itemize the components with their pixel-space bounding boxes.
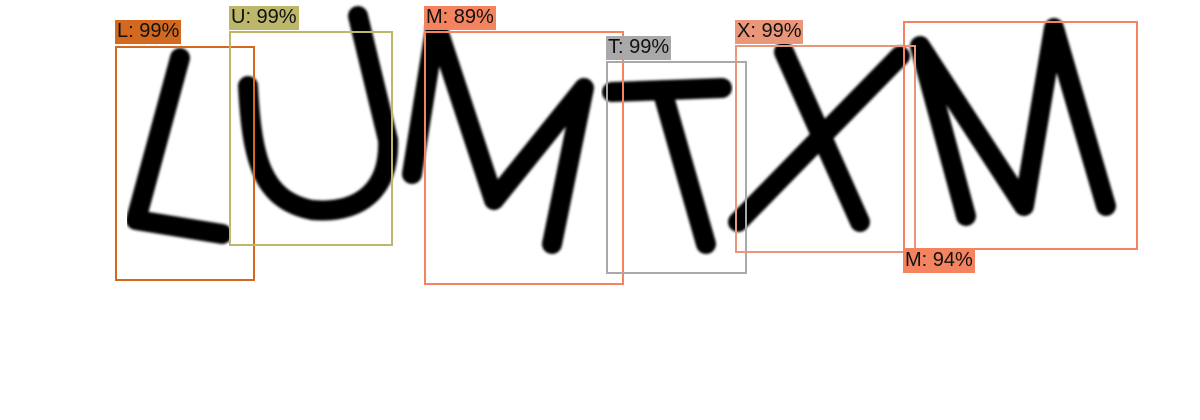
bounding-box-x-5 (735, 45, 916, 253)
bounding-box-t-4 (606, 61, 747, 274)
bounding-box-m-6 (903, 21, 1138, 250)
handwritten-letter-X (728, 42, 910, 232)
handwritten-letter-M-first (402, 14, 594, 254)
bounding-box-u-2 (229, 31, 393, 246)
handwritten-letter-T (602, 78, 732, 254)
detection-label-l-1: L: 99% (115, 20, 182, 44)
detection-label-m-3: M: 89% (424, 6, 496, 30)
detection-label-t-4: T: 99% (606, 36, 672, 60)
detection-label-x-5: X: 99% (735, 20, 804, 44)
handwritten-letter-L (126, 48, 232, 244)
bounding-box-m-3 (424, 31, 624, 285)
handwritten-letter-M-second (910, 18, 1116, 226)
detection-label-m-6: M: 94% (903, 249, 975, 273)
bounding-box-l-1 (115, 46, 255, 281)
detection-label-u-2: U: 99% (229, 6, 299, 30)
